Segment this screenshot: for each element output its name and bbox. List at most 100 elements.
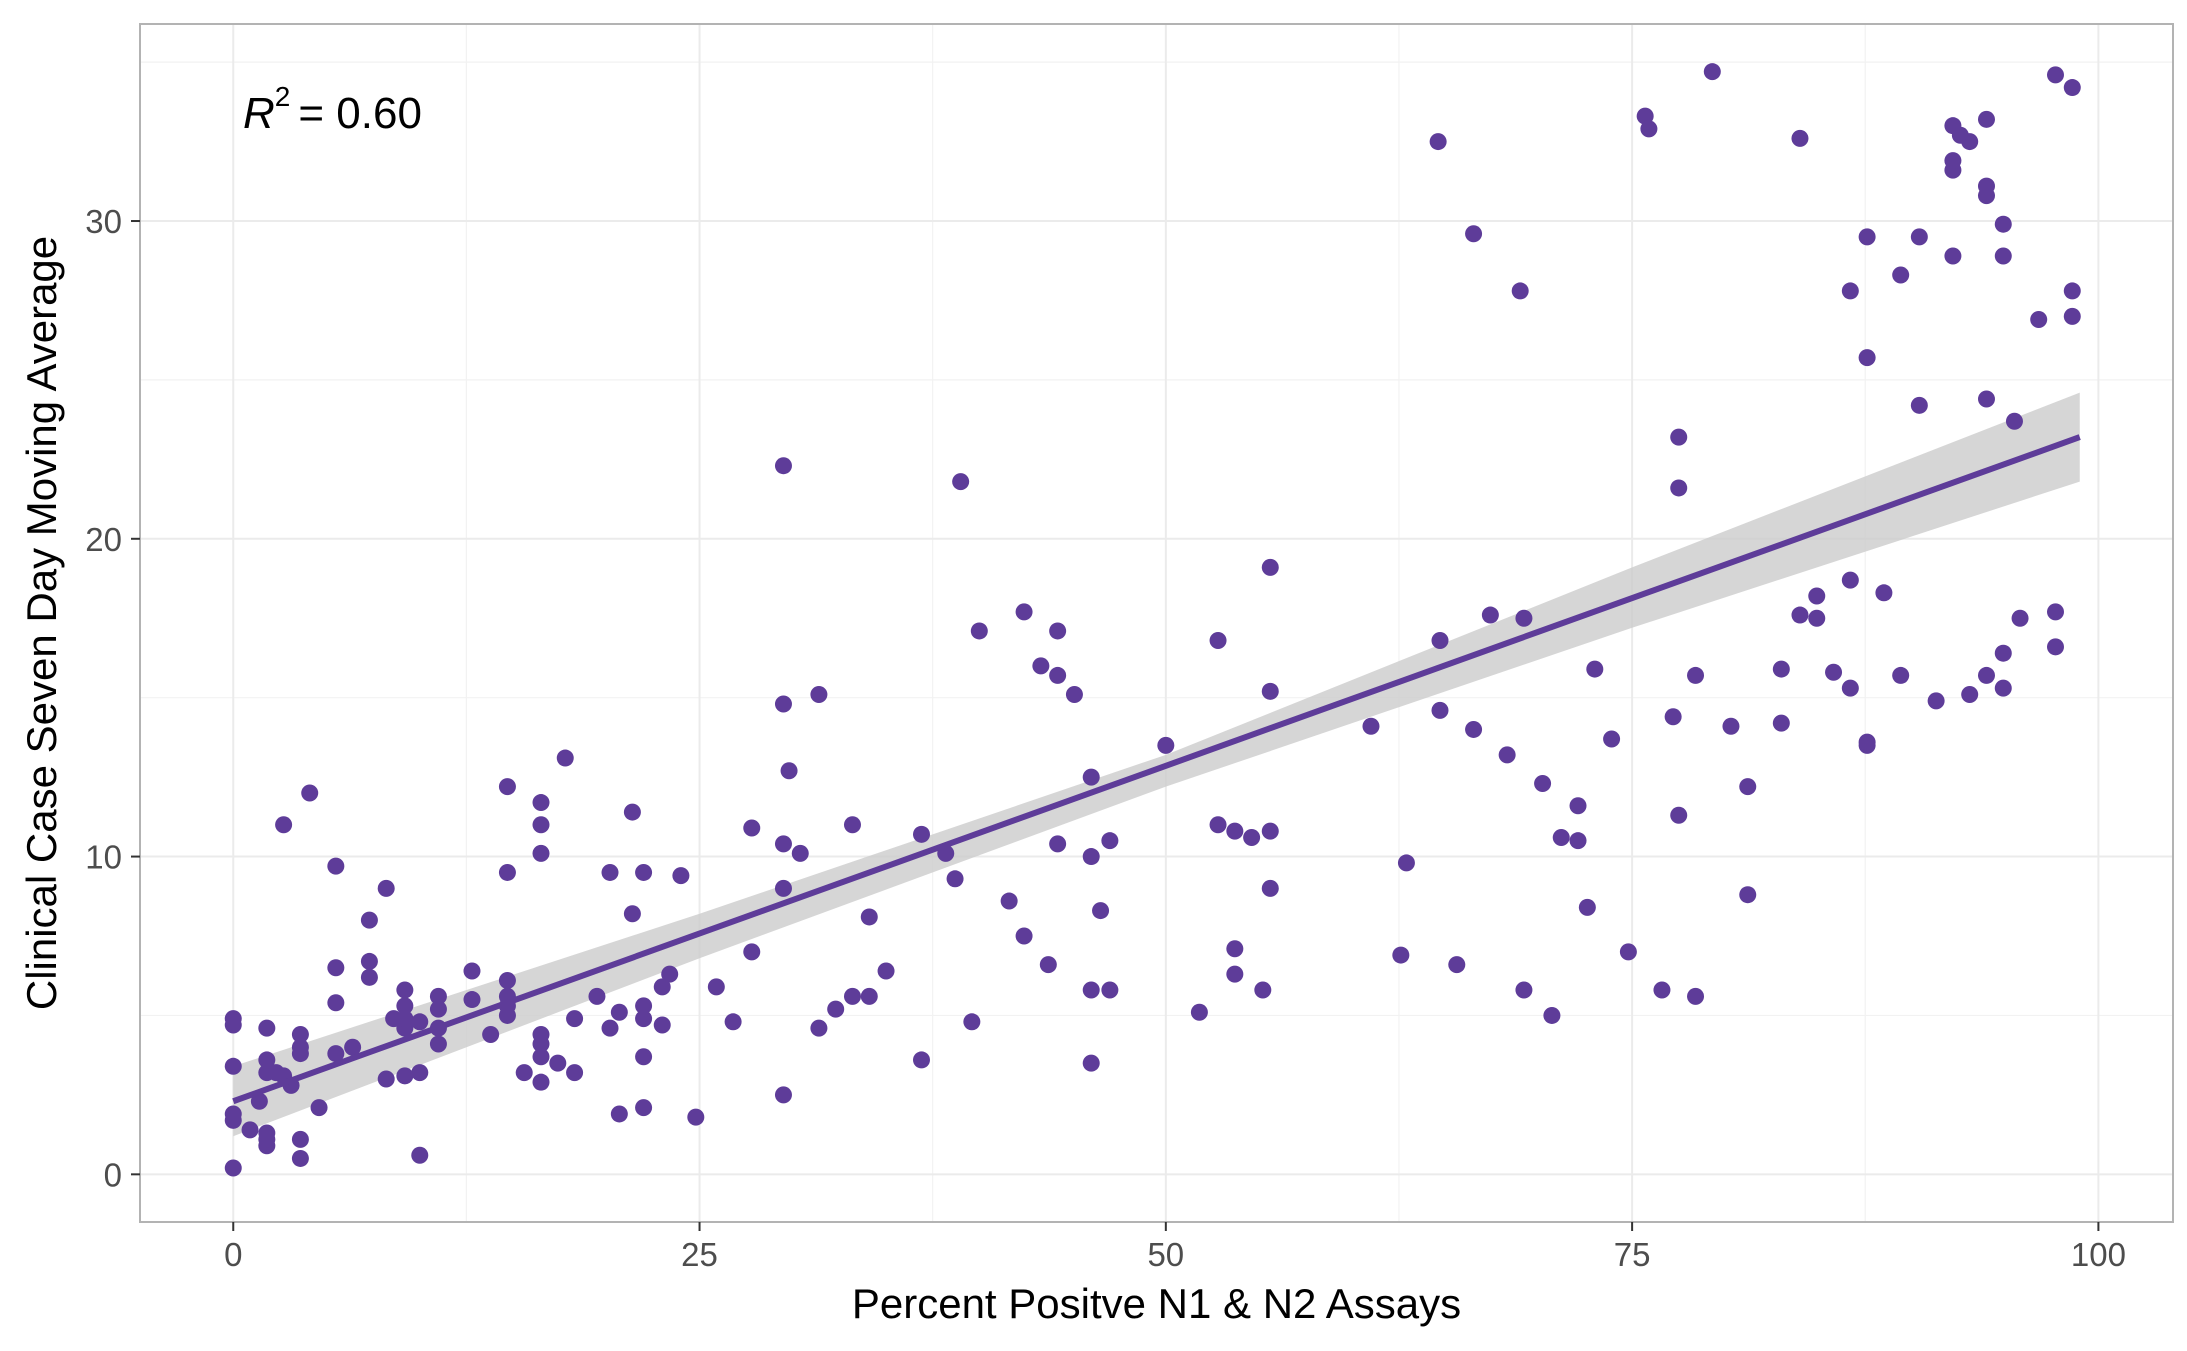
data-point bbox=[1261, 879, 1279, 897]
confidence-ribbon bbox=[233, 392, 2080, 1137]
confidence-band bbox=[233, 392, 2080, 1137]
data-point bbox=[1841, 571, 1859, 589]
data-point bbox=[1254, 981, 1272, 999]
data-point bbox=[623, 905, 641, 923]
data-point bbox=[258, 1124, 276, 1142]
data-point bbox=[566, 1010, 584, 1028]
data-point bbox=[774, 695, 792, 713]
regression-line bbox=[232, 434, 2081, 1105]
data-point bbox=[396, 997, 414, 1015]
y-axis-ticks: 0 10 20 30 bbox=[85, 203, 140, 1193]
data-point bbox=[1209, 631, 1227, 649]
data-point bbox=[327, 857, 345, 875]
data-point bbox=[1858, 349, 1876, 367]
data-point bbox=[827, 1000, 845, 1018]
data-point bbox=[532, 1073, 550, 1091]
data-point bbox=[1039, 956, 1057, 974]
data-point bbox=[1664, 708, 1682, 726]
data-point bbox=[515, 1064, 533, 1082]
r-squared-annotation: R2 = 0.60 bbox=[243, 81, 422, 138]
data-point bbox=[1431, 701, 1449, 719]
data-point bbox=[224, 1105, 242, 1123]
data-point bbox=[952, 473, 970, 491]
data-point bbox=[2063, 79, 2081, 97]
data-point bbox=[1670, 806, 1688, 824]
data-point bbox=[1049, 666, 1067, 684]
data-point bbox=[344, 1038, 362, 1056]
data-point bbox=[411, 1064, 429, 1082]
data-point bbox=[623, 803, 641, 821]
data-point bbox=[1825, 663, 1843, 681]
data-point bbox=[1791, 606, 1809, 624]
data-point bbox=[843, 816, 861, 834]
data-point bbox=[1511, 282, 1529, 300]
data-point bbox=[498, 778, 516, 796]
data-point bbox=[291, 1038, 309, 1056]
data-point bbox=[588, 987, 606, 1005]
data-point bbox=[635, 1010, 653, 1028]
data-point bbox=[1961, 133, 1979, 151]
data-point bbox=[498, 971, 516, 989]
data-point bbox=[1082, 768, 1100, 786]
data-point bbox=[1994, 247, 2012, 265]
data-point bbox=[1261, 822, 1279, 840]
data-point bbox=[661, 965, 679, 983]
data-point bbox=[774, 835, 792, 853]
data-point bbox=[1448, 956, 1466, 974]
data-point bbox=[1892, 666, 1910, 684]
data-point bbox=[1000, 892, 1018, 910]
data-point bbox=[1465, 720, 1483, 738]
data-point bbox=[327, 1045, 345, 1063]
data-point bbox=[2011, 609, 2029, 627]
data-point bbox=[1481, 606, 1499, 624]
data-point bbox=[1092, 902, 1110, 920]
data-point bbox=[1739, 778, 1757, 796]
data-point bbox=[774, 1086, 792, 1104]
x-axis-ticks: 0 25 50 75 100 bbox=[224, 1222, 2126, 1273]
data-point bbox=[601, 863, 619, 881]
data-point bbox=[327, 994, 345, 1012]
data-point bbox=[532, 844, 550, 862]
data-point bbox=[1065, 685, 1083, 703]
regression-line-group bbox=[232, 434, 2081, 1105]
data-point bbox=[2063, 282, 2081, 300]
data-point bbox=[1157, 736, 1175, 754]
data-point bbox=[1961, 685, 1979, 703]
x-tick-label: 50 bbox=[1147, 1236, 1184, 1273]
data-point bbox=[1841, 679, 1859, 697]
data-point bbox=[396, 1067, 414, 1085]
data-point bbox=[1772, 660, 1790, 678]
data-point bbox=[549, 1054, 567, 1072]
data-point bbox=[1515, 981, 1533, 999]
data-point bbox=[1670, 428, 1688, 446]
data-point bbox=[1977, 390, 1995, 408]
data-point bbox=[1687, 987, 1705, 1005]
data-point bbox=[1910, 396, 1928, 414]
data-point bbox=[1082, 848, 1100, 866]
data-point bbox=[241, 1121, 259, 1139]
data-point bbox=[291, 1149, 309, 1167]
data-point bbox=[1994, 215, 2012, 233]
data-point bbox=[250, 1092, 268, 1110]
data-point bbox=[1397, 854, 1415, 872]
data-point bbox=[1977, 177, 1995, 195]
data-point bbox=[743, 819, 761, 837]
x-tick-label: 0 bbox=[224, 1236, 242, 1273]
data-point bbox=[327, 959, 345, 977]
data-point bbox=[2063, 307, 2081, 325]
data-point bbox=[1791, 129, 1809, 147]
data-point bbox=[1603, 730, 1621, 748]
data-point bbox=[1619, 943, 1637, 961]
data-point bbox=[291, 1130, 309, 1148]
data-point bbox=[532, 816, 550, 834]
data-point bbox=[258, 1019, 276, 1037]
data-point bbox=[601, 1019, 619, 1037]
data-point bbox=[1841, 282, 1859, 300]
data-point bbox=[1534, 774, 1552, 792]
data-point bbox=[810, 685, 828, 703]
data-point bbox=[635, 997, 653, 1015]
data-point bbox=[1226, 965, 1244, 983]
data-point bbox=[1772, 714, 1790, 732]
data-point bbox=[843, 987, 861, 1005]
